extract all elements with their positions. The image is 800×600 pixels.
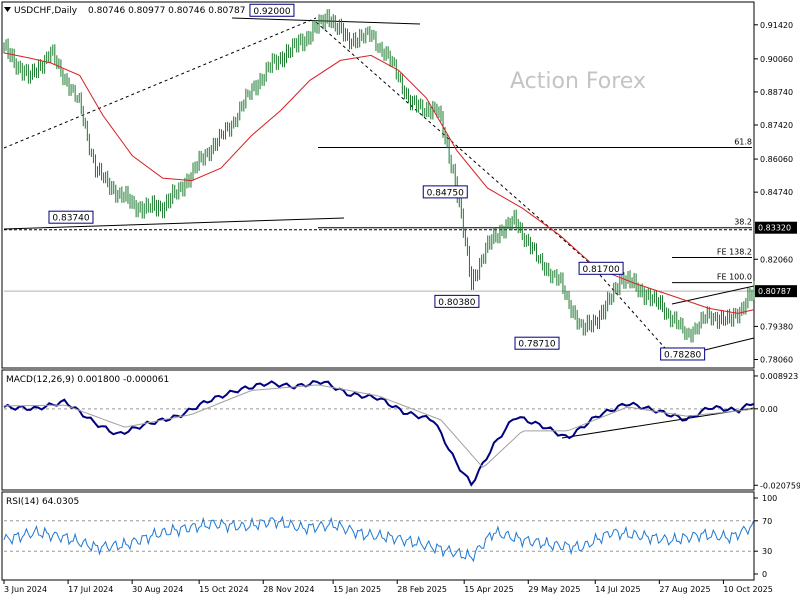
candles — [3, 9, 755, 343]
level-label: 38.2 — [734, 218, 752, 227]
rsi-line — [3, 515, 755, 563]
macd-y-tick-label: -0.020759 — [760, 481, 800, 490]
x-tick-label: 28 Feb 2025 — [397, 585, 447, 594]
price-annotations: 0.92000 0.83740 0.84750 0.80380 0.81700 0.787… — [48, 3, 706, 361]
ma-line — [3, 52, 755, 314]
level-label: 61.8 — [734, 138, 752, 147]
watermark: Action Forex — [510, 69, 646, 94]
price-annotation-box — [422, 185, 468, 199]
trend-line — [3, 217, 345, 230]
macd-trend-line — [561, 407, 755, 439]
macd-lines: 0.008923 0.00 -0.020759 — [3, 372, 800, 490]
macd-title: MACD(12,26,9) 0.001800 -0.000061 — [6, 375, 169, 385]
price-annotation: 0.84750 — [427, 188, 464, 198]
x-tick-label: 29 May 2025 — [528, 585, 580, 594]
current-price-box — [755, 285, 797, 298]
x-tick-label: 3 Jun 2024 — [4, 585, 47, 594]
rsi-lines: 100 70 30 0 — [3, 494, 777, 579]
current-price-label: 0.80787 — [758, 287, 791, 296]
y-tick-label: 0.91420 — [760, 21, 793, 30]
level-label: FE 100.0 — [717, 273, 752, 282]
price-label: 0.83320 — [758, 224, 791, 233]
y-tick-label: 0.90060 — [760, 55, 793, 64]
price-annotation-box — [578, 261, 624, 275]
price-label-box — [755, 221, 797, 234]
price-annotation: 0.92000 — [253, 7, 290, 17]
price-annotation-box — [249, 3, 295, 17]
price-annotation-box — [660, 347, 706, 361]
rsi-title: RSI(14) 64.0305 — [6, 497, 79, 507]
macd-series-line — [3, 380, 755, 487]
date-axis: 3 Jun 2024 17 Jul 2024 30 Aug 2024 15 Oct 2… — [3, 580, 773, 594]
x-tick-label: 30 Aug 2024 — [132, 585, 183, 594]
x-tick-label: 10 Oct 2025 — [723, 585, 772, 594]
rsi-y-tick-label: 0 — [762, 570, 767, 579]
price-annotation: 0.81700 — [582, 265, 619, 275]
y-tick-label: 0.82060 — [760, 255, 793, 264]
y-tick-label: 0.88740 — [760, 88, 793, 97]
price-annotation: 0.78710 — [518, 340, 555, 350]
price-annotation-box — [48, 210, 94, 224]
trend-line — [599, 274, 673, 357]
y-tick-label: 0.79380 — [760, 322, 793, 331]
price-annotation: 0.78280 — [664, 350, 701, 360]
rsi-y-tick-label: 30 — [762, 547, 772, 556]
macd-panel-frame — [1, 369, 755, 491]
y-tick-label: 0.84740 — [760, 188, 793, 197]
moving-average — [3, 52, 755, 314]
macd-series-line — [3, 384, 755, 468]
y-tick-label: 0.86060 — [760, 155, 793, 164]
price-y-axis: 0.91420 0.90060 0.88740 0.87420 0.86060 0.847… — [754, 21, 797, 364]
x-tick-label: 15 Apr 2025 — [464, 585, 513, 594]
x-tick-label: 15 Oct 2024 — [199, 585, 248, 594]
price-annotation-box — [514, 336, 560, 350]
ohlc-values: 0.80746 0.80977 0.80746 0.80787 — [88, 6, 245, 16]
level-label: FE 138.2 — [717, 248, 752, 257]
x-tick-label: 27 Aug 2025 — [659, 585, 710, 594]
level-lines: 61.8 38.2 FE 138.2 FE 100.0 — [4, 138, 754, 292]
symbol-title: USDCHF,Daily — [14, 6, 78, 16]
trend-line — [671, 285, 755, 305]
rsi-y-tick-label: 70 — [762, 517, 772, 526]
price-panel-frame — [1, 1, 755, 369]
price-annotation: 0.80380 — [438, 298, 475, 308]
macd-y-tick-label: 0.008923 — [760, 372, 798, 381]
x-tick-label: 28 Nov 2024 — [263, 585, 314, 594]
x-tick-label: 17 Jul 2024 — [68, 585, 113, 594]
trend-line — [231, 17, 421, 25]
macd-y-tick-label: 0.00 — [760, 405, 778, 414]
y-tick-label: 0.87420 — [760, 121, 793, 130]
rsi-y-tick-label: 100 — [762, 494, 777, 503]
price-annotation-box — [434, 294, 480, 308]
y-tick-label: 0.78060 — [760, 355, 793, 364]
x-tick-label: 15 Jan 2025 — [333, 585, 381, 594]
x-tick-label: 14 Jul 2025 — [595, 585, 640, 594]
trend-line — [3, 17, 317, 149]
triangle-down-icon[interactable] — [4, 7, 11, 12]
price-annotation: 0.83740 — [52, 214, 89, 224]
